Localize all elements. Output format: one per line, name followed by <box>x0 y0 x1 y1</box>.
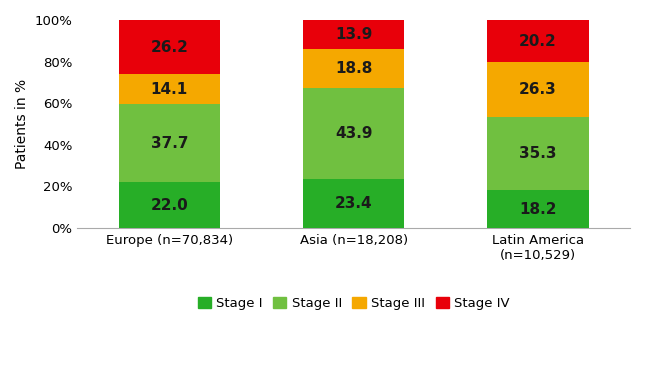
Bar <box>119 74 220 104</box>
Text: 20.2: 20.2 <box>519 33 557 48</box>
Text: 43.9: 43.9 <box>335 126 372 141</box>
Bar <box>487 117 588 190</box>
Bar <box>119 20 220 74</box>
Bar <box>303 49 404 88</box>
Text: 18.8: 18.8 <box>335 61 372 76</box>
Text: 22.0: 22.0 <box>150 198 188 213</box>
Bar <box>303 20 404 49</box>
Text: 13.9: 13.9 <box>335 27 372 42</box>
Bar <box>303 179 404 228</box>
Bar <box>487 62 588 117</box>
Text: 23.4: 23.4 <box>335 196 372 211</box>
Text: 35.3: 35.3 <box>519 146 557 161</box>
Bar <box>119 104 220 182</box>
Text: 26.2: 26.2 <box>150 40 188 55</box>
Bar <box>487 190 588 228</box>
Y-axis label: Patients in %: Patients in % <box>15 79 29 169</box>
Bar <box>487 20 588 62</box>
Bar <box>303 88 404 179</box>
Text: 18.2: 18.2 <box>519 202 557 217</box>
Bar <box>119 182 220 228</box>
Legend: Stage I, Stage II, Stage III, Stage IV: Stage I, Stage II, Stage III, Stage IV <box>194 293 513 314</box>
Text: 37.7: 37.7 <box>151 136 188 151</box>
Text: 26.3: 26.3 <box>519 82 557 97</box>
Text: 14.1: 14.1 <box>151 82 188 97</box>
